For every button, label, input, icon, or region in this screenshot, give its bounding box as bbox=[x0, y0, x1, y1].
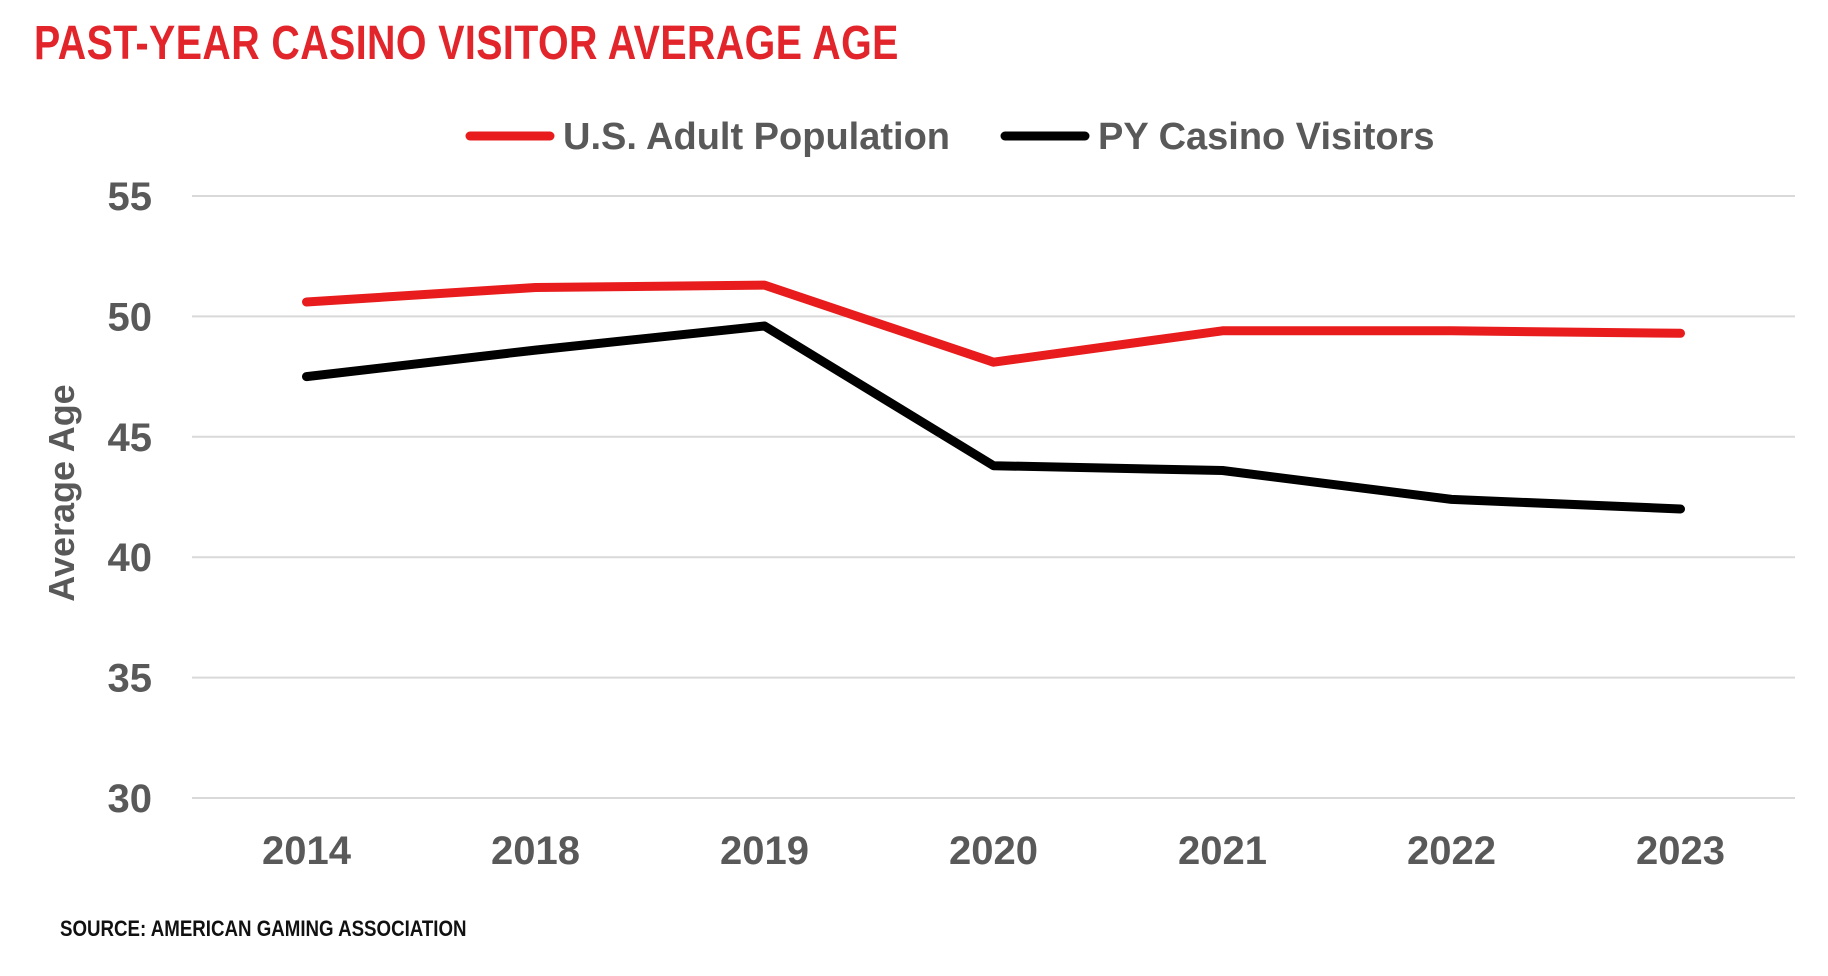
y-tick-label: 30 bbox=[108, 777, 153, 821]
series-line-py-casino-visitors bbox=[302, 321, 1685, 514]
source-note: SOURCE: AMERICAN GAMING ASSOCIATION bbox=[60, 916, 467, 941]
x-tick-label: 2022 bbox=[1407, 829, 1496, 873]
gridlines bbox=[192, 195, 1795, 799]
legend-label: PY Casino Visitors bbox=[1098, 116, 1435, 158]
x-axis-ticks: 2014 2018 2019 2020 2021 2022 2023 bbox=[262, 829, 1725, 873]
y-tick-label: 35 bbox=[108, 657, 153, 701]
y-axis-title: Average Age bbox=[41, 384, 82, 601]
y-tick-label: 50 bbox=[108, 295, 153, 339]
y-axis-ticks: 30 35 40 45 50 55 bbox=[108, 175, 153, 821]
legend-label: U.S. Adult Population bbox=[563, 116, 950, 158]
x-tick-label: 2023 bbox=[1636, 829, 1725, 873]
y-tick-label: 55 bbox=[108, 175, 153, 219]
series-line-us-adult-population bbox=[302, 280, 1685, 367]
chart-title: PAST-YEAR CASINO VISITOR AVERAGE AGE bbox=[34, 17, 899, 70]
x-tick-label: 2014 bbox=[262, 829, 352, 873]
x-tick-label: 2019 bbox=[720, 829, 809, 873]
legend: U.S. Adult Population PY Casino Visitors bbox=[465, 116, 1435, 158]
y-tick-label: 45 bbox=[108, 416, 153, 460]
x-tick-label: 2018 bbox=[491, 829, 580, 873]
x-tick-label: 2021 bbox=[1178, 829, 1267, 873]
x-tick-label: 2020 bbox=[949, 829, 1038, 873]
series-lines bbox=[302, 280, 1685, 514]
y-tick-label: 40 bbox=[108, 536, 153, 580]
